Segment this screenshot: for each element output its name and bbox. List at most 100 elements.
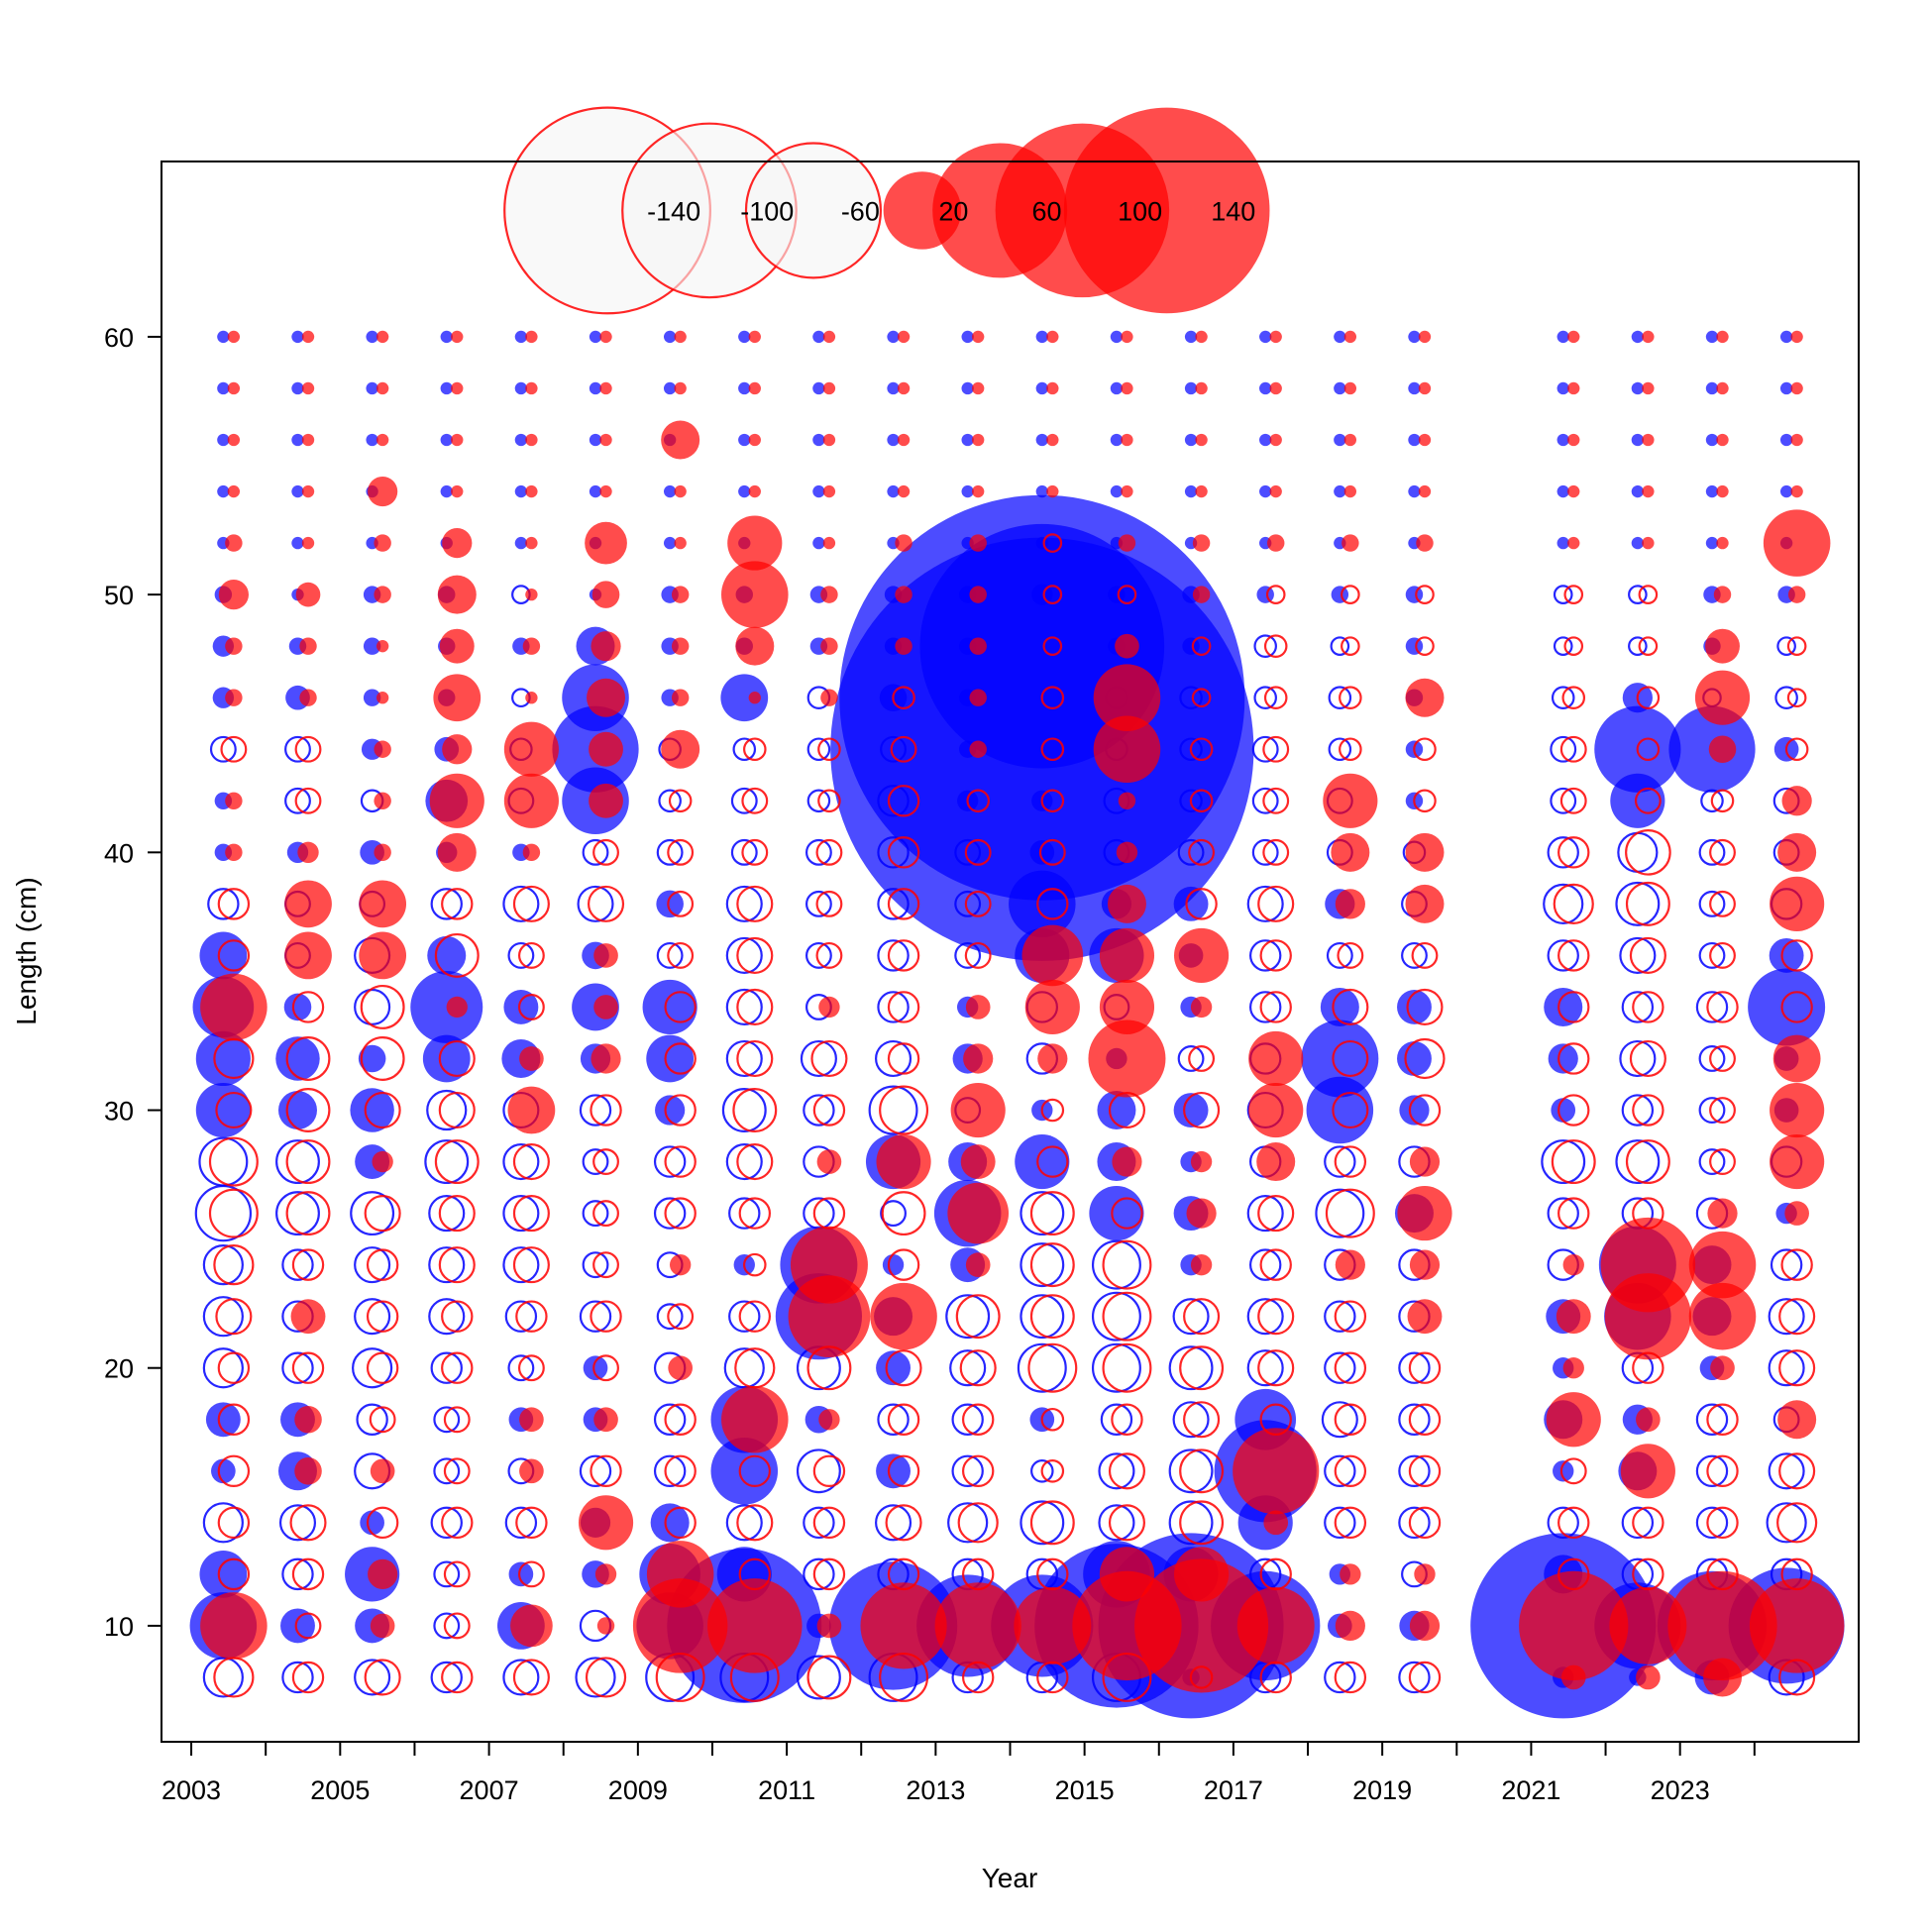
data-point — [656, 941, 684, 969]
data-point — [818, 1409, 840, 1431]
data-point — [1029, 1191, 1075, 1236]
data-point — [730, 787, 758, 814]
data-point — [281, 1661, 314, 1694]
data-point — [1342, 534, 1359, 552]
data-point — [664, 1197, 697, 1230]
data-point — [664, 1145, 697, 1178]
data-point — [1770, 1133, 1825, 1190]
data-point — [650, 1503, 690, 1543]
data-point — [877, 939, 910, 972]
data-point — [1320, 987, 1359, 1026]
data-point — [1340, 1563, 1361, 1585]
data-point — [1780, 1557, 1813, 1591]
data-point — [199, 931, 248, 980]
data-point — [1409, 1249, 1441, 1280]
data-point — [969, 534, 987, 552]
data-point — [1636, 686, 1661, 709]
data-point — [376, 381, 389, 395]
legend-label: 20 — [938, 196, 968, 226]
data-point — [599, 484, 612, 498]
data-point — [1776, 636, 1796, 656]
data-point — [743, 1252, 767, 1277]
data-point — [674, 330, 687, 344]
data-point — [1407, 1299, 1443, 1335]
data-point — [887, 991, 920, 1023]
data-point — [812, 536, 825, 550]
data-point — [440, 484, 453, 498]
data-point — [1334, 1454, 1367, 1487]
data-point — [1418, 484, 1432, 498]
data-point — [1183, 1091, 1221, 1129]
data-point — [1097, 1091, 1136, 1130]
x-tick-label: 2003 — [161, 1775, 221, 1805]
data-point — [441, 1351, 474, 1384]
data-point — [577, 885, 614, 922]
data-point — [592, 838, 619, 866]
data-point — [1706, 1403, 1739, 1436]
data-point — [748, 330, 761, 344]
data-point — [1046, 381, 1059, 395]
y-tick-label: 30 — [104, 1097, 134, 1127]
data-point — [368, 1558, 398, 1589]
legend-label: 140 — [1211, 196, 1255, 226]
data-point — [947, 1502, 989, 1544]
data-point — [515, 1300, 548, 1333]
data-point — [1780, 991, 1813, 1023]
data-point — [451, 484, 464, 498]
data-point — [674, 381, 687, 395]
data-point — [440, 433, 453, 447]
data-point — [803, 1506, 835, 1540]
data-point — [585, 521, 627, 565]
data-point — [1269, 484, 1282, 498]
data-point — [887, 836, 920, 869]
data-point — [1257, 885, 1295, 922]
data-point — [818, 996, 840, 1019]
data-point — [1253, 686, 1277, 709]
data-point — [664, 991, 697, 1023]
data-point — [820, 689, 838, 706]
data-point — [661, 729, 700, 769]
data-point — [1562, 1357, 1584, 1379]
data-point — [291, 433, 304, 447]
data-point — [806, 789, 831, 813]
data-point — [1248, 991, 1282, 1023]
data-point — [1781, 786, 1812, 816]
data-point — [817, 737, 841, 762]
data-point — [284, 787, 311, 814]
data-point — [1621, 1094, 1655, 1127]
data-point — [451, 330, 464, 344]
data-point — [1619, 1039, 1657, 1078]
data-point — [590, 1094, 622, 1127]
data-point — [1174, 927, 1230, 983]
data-point — [667, 890, 695, 917]
data-point — [667, 838, 695, 866]
data-point — [727, 515, 783, 571]
data-point — [876, 1350, 911, 1386]
data-point — [1191, 636, 1212, 656]
data-point — [1541, 1139, 1586, 1185]
data-point — [372, 1150, 393, 1173]
data-point — [429, 773, 484, 828]
data-point — [1173, 1093, 1209, 1127]
data-point — [877, 991, 910, 1023]
data-point — [525, 433, 538, 447]
data-point — [1195, 330, 1208, 344]
data-point — [503, 721, 559, 777]
data-point — [1636, 1407, 1661, 1433]
data-point — [354, 1298, 391, 1336]
data-point — [1629, 936, 1666, 974]
data-point — [803, 1094, 835, 1127]
data-point — [1042, 533, 1063, 553]
data-point — [1332, 988, 1369, 1025]
data-point — [438, 1246, 476, 1284]
data-point — [632, 1578, 728, 1673]
data-point — [1324, 1145, 1356, 1178]
data-point — [1544, 987, 1583, 1026]
bubble-size-legend: -140 -100 -60 20 60 100 140 — [503, 106, 1270, 315]
data-point — [1093, 715, 1161, 784]
data-point — [653, 1454, 687, 1487]
data-point — [1040, 1459, 1065, 1483]
data-point — [822, 381, 836, 395]
data-point — [519, 1046, 544, 1071]
data-point — [285, 1139, 331, 1185]
